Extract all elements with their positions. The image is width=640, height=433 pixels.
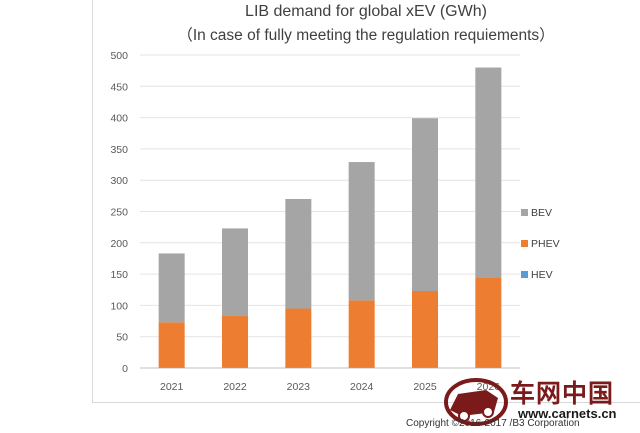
- chart-subtitle: （In case of fully meeting the regulation…: [177, 27, 555, 44]
- legend-swatch-bev: [521, 209, 528, 216]
- watermark-brand: 车网中国: [510, 379, 615, 408]
- bar-hev-2021: [158, 367, 185, 368]
- legend-label-bev: BEV: [531, 207, 552, 219]
- legend-label-hev: HEV: [531, 269, 553, 281]
- y-tick-label: 50: [116, 332, 128, 344]
- y-tick-label: 250: [110, 207, 128, 219]
- watermark-url: www.carnets.cn: [518, 406, 617, 421]
- chart-title: LIB demand for global xEV (GWh): [245, 3, 487, 20]
- bar-phev-2023: [285, 308, 312, 368]
- bar-phev-2026: [475, 277, 502, 368]
- y-tick-label: 150: [110, 269, 128, 281]
- bar-hev-2022: [222, 367, 248, 368]
- bar-bev-2025: [412, 118, 438, 292]
- bar-phev-2022: [222, 316, 248, 368]
- y-tick-label: 100: [110, 300, 128, 312]
- car-logo-icon: [444, 378, 508, 426]
- bar-hev-2023: [285, 367, 312, 368]
- y-tick-label: 400: [110, 113, 128, 125]
- y-tick-label: 450: [110, 81, 128, 93]
- x-tick-label: 2023: [287, 381, 311, 393]
- x-tick-label: 2024: [350, 381, 374, 393]
- y-tick-label: 200: [110, 238, 128, 250]
- bar-hev-2026: [475, 367, 502, 368]
- legend-swatch-hev: [521, 271, 528, 278]
- bar-hev-2025: [412, 367, 438, 368]
- y-tick-label: 350: [110, 144, 128, 156]
- y-tick-label: 300: [110, 175, 128, 187]
- bar-phev-2025: [412, 291, 438, 368]
- bar-bev-2022: [222, 228, 248, 317]
- bar-bev-2026: [475, 67, 502, 278]
- bar-hev-2024: [348, 367, 375, 368]
- bar-bev-2021: [158, 253, 185, 323]
- bar-bev-2023: [285, 198, 312, 309]
- y-tick-label: 0: [122, 363, 128, 375]
- x-tick-label: 2021: [160, 381, 184, 393]
- copyright-text: Copyright ©2016-2017 /B3 Corporation: [406, 418, 580, 429]
- legend-swatch-phev: [521, 240, 528, 247]
- bar-bev-2024: [348, 162, 375, 301]
- y-tick-label: 500: [110, 50, 128, 62]
- watermark: 车网中国 www.carnets.cn: [438, 370, 640, 433]
- bar-phev-2021: [158, 322, 185, 368]
- bar-phev-2024: [348, 300, 375, 368]
- legend-label-phev: PHEV: [531, 238, 560, 250]
- x-tick-label: 2022: [223, 381, 247, 393]
- x-tick-label: 2025: [413, 381, 437, 393]
